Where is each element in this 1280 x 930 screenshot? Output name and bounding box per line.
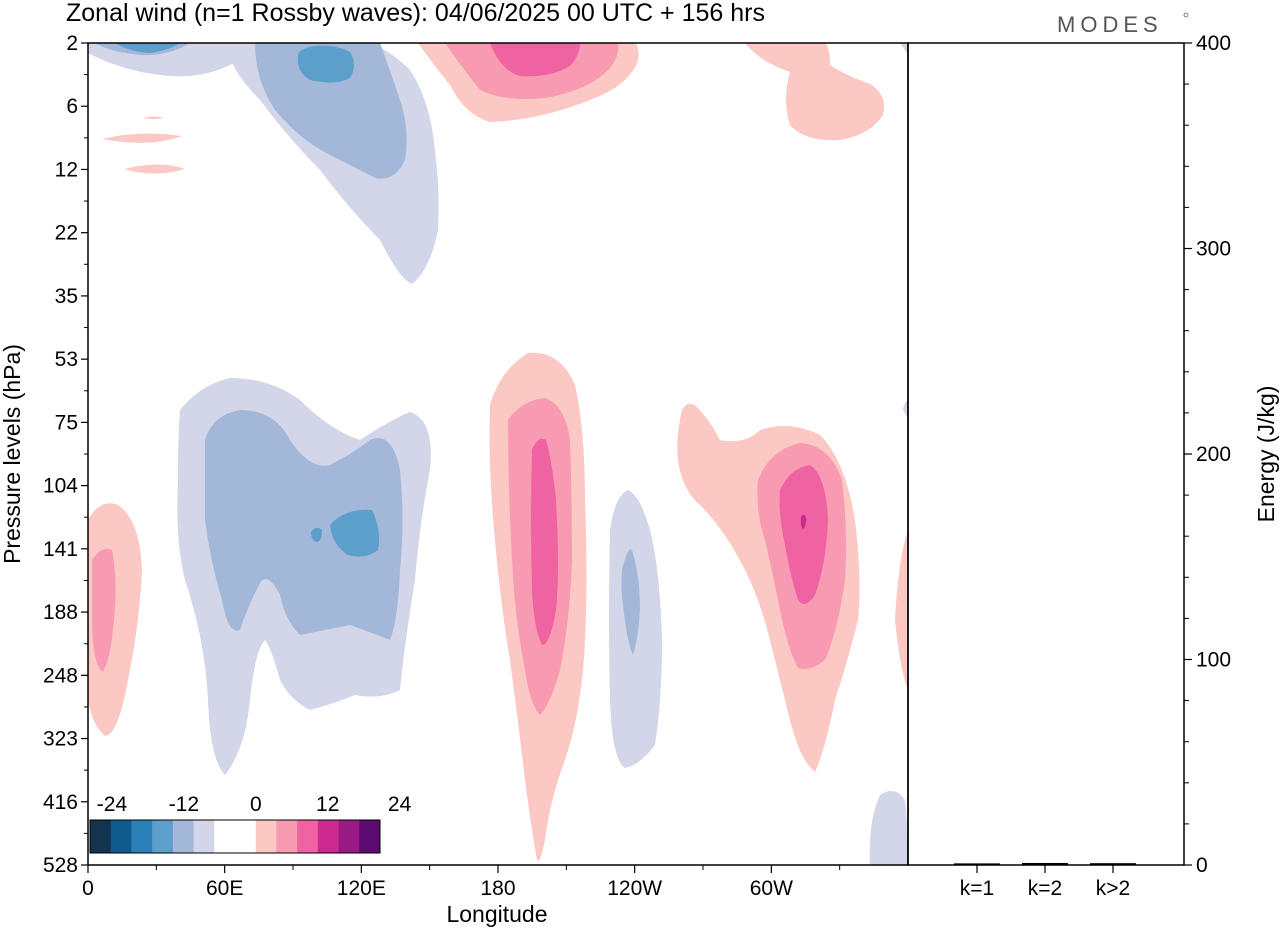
registered-mark-icon [1183, 12, 1189, 18]
contour-red-deep-upper [490, 43, 580, 77]
colorbar-tick-label: 24 [388, 793, 412, 816]
contour-blue-deep-mid-2 [311, 527, 322, 542]
x-tick-label: 0 [82, 877, 94, 900]
energy-bar [954, 863, 1000, 865]
contour-blue-bottom-right [869, 791, 908, 865]
y-tick-label: 12 [55, 158, 78, 181]
contour-red-small-2 [124, 164, 185, 174]
contour-red-deep-right [779, 465, 828, 604]
contour-blue-deep-upper [297, 45, 354, 83]
x-axis-label: Longitude [446, 901, 547, 927]
contour-blue-right-edge-top [900, 43, 908, 55]
energy-frame [907, 42, 1185, 866]
pressure-axis: 2 6 12 22 35 53 75 104 141 188 248 323 416 528 [43, 32, 88, 877]
contour-red-small-3 [143, 116, 164, 119]
colorbar-tick-label: 12 [316, 793, 339, 816]
y-tick-label: 2 [66, 32, 78, 55]
colorbar-swatch [152, 820, 174, 853]
y-tick-label: 323 [43, 728, 78, 751]
colorbar-swatch [193, 820, 215, 853]
energy-bar [1022, 862, 1068, 865]
x-tick-label: 120W [607, 877, 662, 900]
y-tick-label: 53 [55, 348, 78, 371]
energy-tick-label: 200 [1196, 443, 1231, 466]
contour-blue-deep-mid-1 [330, 509, 380, 557]
y-tick-label: 6 [66, 95, 78, 118]
y-axis-label: Pressure levels (hPa) [0, 344, 25, 564]
energy-bar [1090, 863, 1136, 865]
energy-panel: 0 100 200 300 400 k=1 k=2 k>2 [907, 32, 1231, 900]
colorbar-swatch [317, 820, 340, 853]
colorbar-tick-label: -24 [97, 793, 128, 816]
x-tick-label: 180 [480, 877, 515, 900]
colorbar-swatch [235, 820, 257, 853]
energy-tick-label: 0 [1196, 854, 1208, 877]
contour-red-deep-center [531, 438, 558, 645]
colorbar-swatch [214, 820, 236, 853]
y-tick-label: 75 [55, 411, 78, 434]
x-tick-label: 120E [337, 877, 386, 900]
contour-blue-deep-top-left [115, 43, 180, 53]
x-tick-label: 60W [750, 877, 793, 900]
y-tick-label: 141 [43, 538, 78, 561]
contour-red-small-1 [102, 133, 182, 143]
y-tick-label: 104 [43, 475, 78, 498]
colorbar-swatch [297, 820, 319, 853]
colorbar-tick-label: 0 [250, 793, 262, 816]
chart-title: Zonal wind (n=1 Rossby waves): 04/06/202… [66, 0, 765, 27]
energy-tick-label: 100 [1196, 649, 1231, 672]
x-tick-label: 60E [206, 877, 243, 900]
energy-tick-label: 300 [1196, 238, 1231, 261]
colorbar-swatch [255, 820, 277, 853]
y-tick-label: 248 [43, 664, 78, 687]
contour-blue-right-edge-mid [903, 400, 908, 418]
colorbar-swatch [359, 820, 381, 853]
colorbar-swatch [131, 820, 153, 853]
contour-red-mid-left-edge [92, 548, 116, 672]
contour-blue-mid-right-mid [621, 549, 640, 655]
colorbar: -24 -12 0 12 24 [89, 793, 412, 854]
energy-category-label: k>2 [1096, 877, 1130, 900]
energy-axis-label: Energy (J/kg) [1253, 386, 1279, 523]
energy-category-label: k=1 [960, 877, 994, 900]
contour-blue-mid-mid [205, 410, 403, 640]
y-tick-label: 188 [43, 601, 78, 624]
colorbar-swatch [276, 820, 298, 853]
colorbar-swatch [338, 820, 360, 853]
colorbar-frame [89, 819, 381, 854]
colorbar-swatch [110, 820, 132, 853]
colorbar-swatch [90, 820, 112, 853]
y-tick-label: 22 [55, 222, 78, 245]
y-tick-label: 528 [43, 854, 78, 877]
y-tick-label: 35 [55, 285, 78, 308]
longitude-axis: 0 60E 120E 180 120W 60W [82, 865, 841, 900]
heatmap-panel [87, 42, 909, 866]
modes-logo: MODES [1057, 12, 1163, 37]
colorbar-tick-label: -12 [169, 793, 199, 816]
contour-red-core-right [800, 514, 806, 529]
contour-red-upper-right [745, 43, 885, 141]
energy-tick-label: 400 [1196, 32, 1231, 55]
colorbar-swatch [172, 820, 195, 853]
y-tick-label: 416 [43, 791, 78, 814]
energy-category-label: k=2 [1028, 877, 1062, 900]
contour-blue-mid-upper [255, 43, 407, 179]
contour-red-right-edge [895, 530, 908, 690]
